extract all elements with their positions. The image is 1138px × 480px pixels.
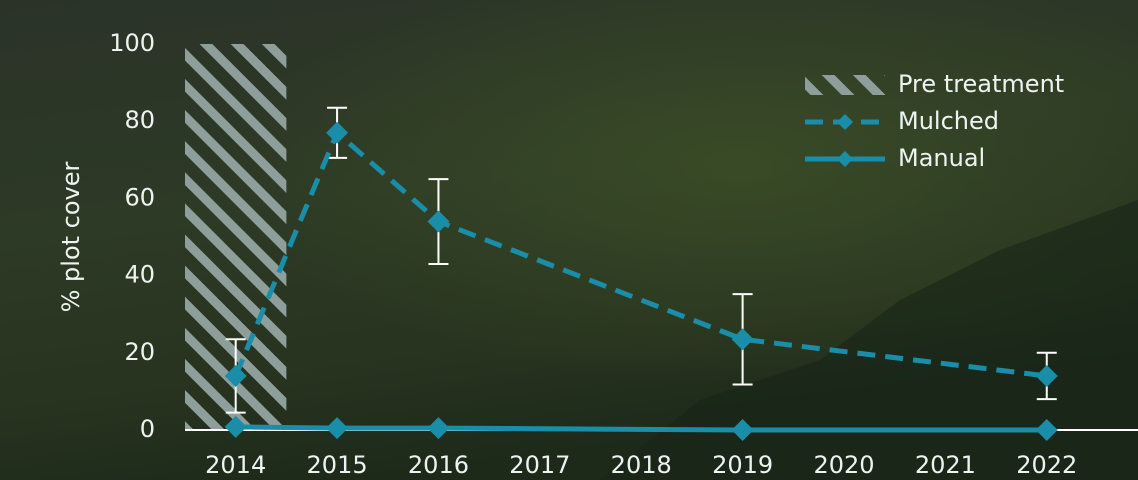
point-marker: [731, 328, 754, 351]
point-marker: [224, 364, 247, 387]
point-marker: [427, 417, 450, 440]
y-tick-label: 0: [140, 415, 155, 443]
point-marker: [731, 419, 754, 441]
x-tick-label: 2014: [205, 451, 266, 479]
x-tick-label: 2018: [611, 451, 672, 479]
legend-marker: [837, 114, 853, 130]
y-tick-label: 100: [109, 29, 155, 57]
legend: Pre treatment Mulched Manual: [805, 70, 1064, 172]
point-marker: [1035, 364, 1058, 387]
point-marker: [1035, 419, 1058, 441]
x-tick-label: 2022: [1016, 451, 1077, 479]
y-tick-label: 20: [124, 338, 155, 366]
legend-marker: [837, 151, 853, 167]
legend-label: Mulched: [898, 107, 999, 135]
legend-label: Pre treatment: [898, 70, 1064, 98]
y-tick-label: 60: [124, 183, 155, 211]
x-tick-label: 2019: [712, 451, 773, 479]
point-marker: [326, 121, 349, 144]
background-trees: [600, 200, 1138, 480]
legend-label: Manual: [898, 144, 985, 172]
x-tick-label: 2016: [408, 451, 469, 479]
y-tick-label: 80: [124, 106, 155, 134]
y-axis-label: % plot cover: [57, 161, 85, 312]
x-tick-label: 2021: [915, 451, 976, 479]
x-tick-label: 2020: [813, 451, 874, 479]
point-marker: [224, 415, 247, 438]
y-tick-label: 40: [124, 261, 155, 289]
legend-swatch: [805, 75, 885, 95]
point-marker: [326, 417, 349, 440]
x-tick-label: 2017: [509, 451, 570, 479]
x-tick-label: 2015: [307, 451, 368, 479]
point-marker: [427, 210, 450, 233]
